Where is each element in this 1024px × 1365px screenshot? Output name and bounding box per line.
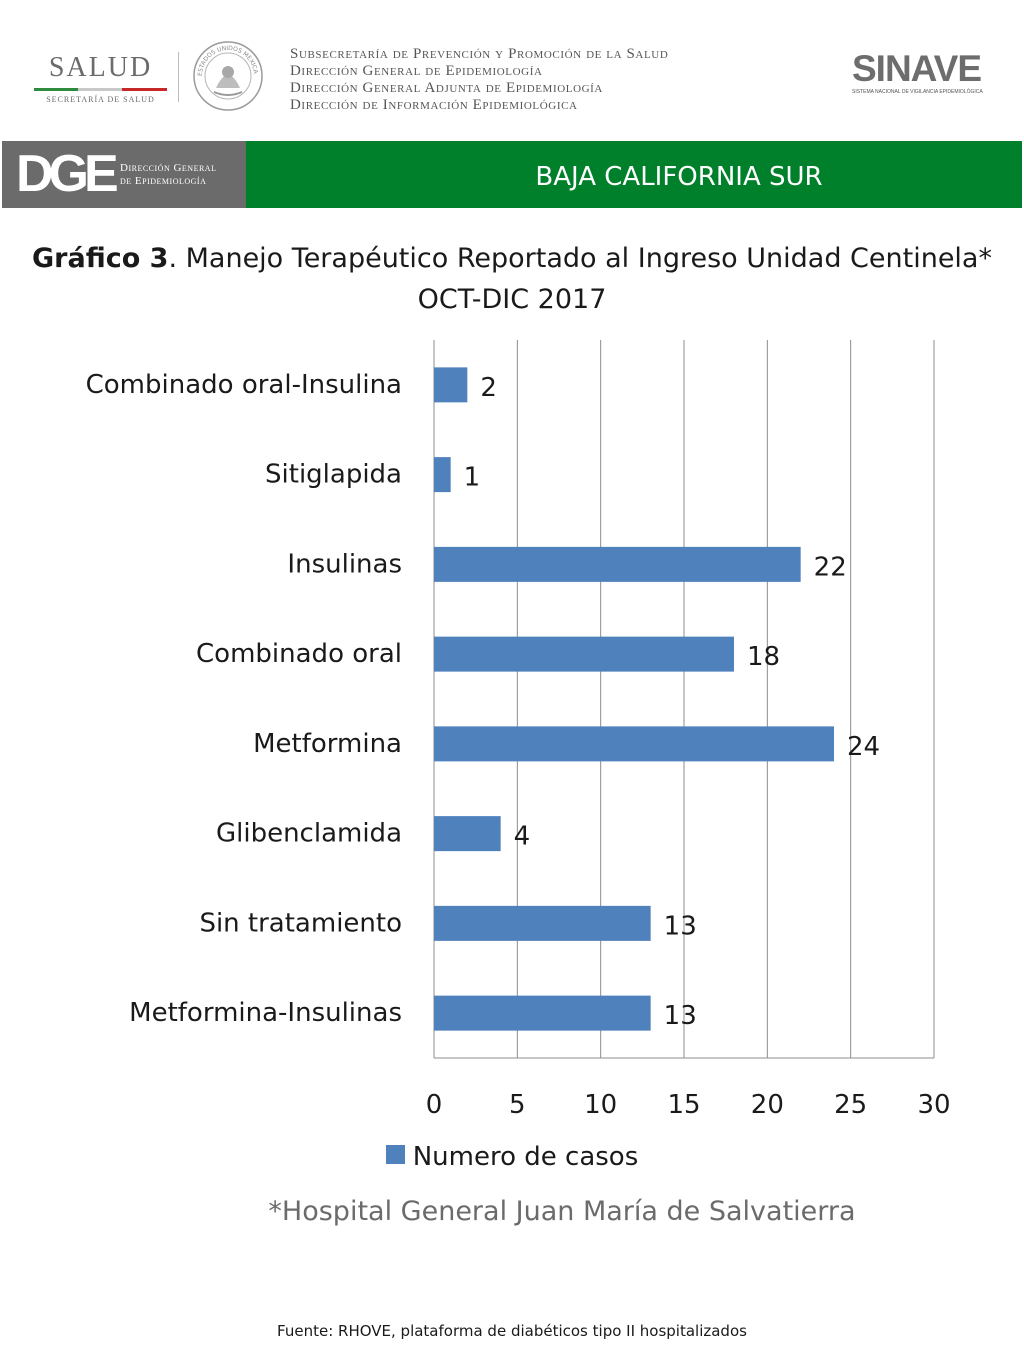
category-label: Combinado oral-Insulina bbox=[86, 370, 402, 400]
data-label: 4 bbox=[514, 822, 531, 852]
dge-logo-text-line: Dirección General bbox=[120, 162, 217, 174]
category-label: Sin tratamiento bbox=[199, 908, 402, 938]
x-tick-label: 10 bbox=[584, 1090, 617, 1120]
state-name-panel: BAJA CALIFORNIA SUR bbox=[246, 141, 1022, 208]
x-tick-label: 5 bbox=[509, 1090, 526, 1120]
bar bbox=[434, 367, 468, 403]
data-label: 1 bbox=[464, 463, 481, 493]
data-label: 13 bbox=[664, 911, 697, 941]
category-label: Metformina-Insulinas bbox=[129, 998, 402, 1028]
legend-swatch bbox=[385, 1145, 405, 1164]
category-label: Combinado oral bbox=[196, 639, 402, 669]
data-label: 22 bbox=[814, 552, 847, 582]
chart-title: Gráfico 3. Manejo Terapéutico Reportado … bbox=[0, 238, 1024, 320]
bar bbox=[434, 546, 801, 582]
chart-title-text: . Manejo Terapéutico Reportado al Ingres… bbox=[168, 243, 992, 315]
department-line: Dirección General Adjunta de Epidemiolog… bbox=[290, 80, 603, 96]
category-label: Glibenclamida bbox=[216, 819, 402, 849]
x-tick-label: 0 bbox=[426, 1090, 443, 1120]
department-line: Subsecretaría de Prevención y Promoción … bbox=[290, 46, 669, 62]
bar bbox=[434, 726, 834, 762]
category-label: Sitiglapida bbox=[265, 460, 402, 490]
department-line: Dirección General de Epidemiología bbox=[290, 63, 543, 79]
state-name: BAJA CALIFORNIA SUR bbox=[535, 162, 823, 192]
bar bbox=[434, 457, 451, 493]
state-banner: DGE Dirección General de Epidemiología B… bbox=[2, 141, 1022, 208]
category-label: Metformina bbox=[253, 729, 402, 759]
bar bbox=[434, 816, 501, 852]
bar bbox=[434, 905, 651, 941]
salud-logo-subtext: SECRETARÍA DE SALUD bbox=[46, 95, 155, 104]
header-divider bbox=[178, 52, 179, 102]
bar bbox=[434, 995, 651, 1031]
data-label: 18 bbox=[747, 642, 780, 672]
data-label: 24 bbox=[847, 732, 880, 762]
page-header: SALUD SECRETARÍA DE SALUD ESTADOS UNIDOS… bbox=[0, 0, 1024, 135]
salud-logo-text: SALUD bbox=[48, 52, 153, 83]
dge-logo-text-line: de Epidemiología bbox=[120, 175, 207, 187]
department-lines: Subsecretaría de Prevención y Promoción … bbox=[290, 46, 668, 114]
salud-logo-stripe bbox=[34, 88, 167, 91]
data-label: 2 bbox=[480, 373, 497, 403]
department-line: Dirección de Información Epidemiológica bbox=[290, 97, 578, 113]
x-tick-label: 20 bbox=[751, 1090, 784, 1120]
dge-logo-text: Dirección General de Epidemiología bbox=[120, 162, 216, 188]
x-tick-label: 30 bbox=[917, 1090, 950, 1120]
sinave-logo-text: SINAVE bbox=[852, 48, 982, 89]
sinave-logo: SINAVE SISTEMA NACIONAL DE VIGILANCIA EP… bbox=[852, 48, 992, 96]
dge-logo-mark: DGE bbox=[16, 145, 119, 203]
legend-label: Numero de casos bbox=[412, 1142, 639, 1172]
dge-logo-panel: DGE Dirección General de Epidemiología bbox=[2, 141, 246, 208]
source-note: Fuente: RHOVE, plataforma de diabéticos … bbox=[277, 1322, 747, 1340]
sinave-logo-subtext: SISTEMA NACIONAL DE VIGILANCIA EPIDEMIOL… bbox=[852, 89, 983, 95]
x-tick-label: 25 bbox=[834, 1090, 867, 1120]
salud-logo: SALUD SECRETARÍA DE SALUD bbox=[28, 52, 173, 104]
chart-footnote: *Hospital General Juan María de Salvatie… bbox=[268, 1196, 856, 1227]
chart-title-number: Gráfico 3 bbox=[32, 243, 169, 274]
data-label: 13 bbox=[664, 1001, 697, 1031]
bar bbox=[434, 636, 734, 672]
category-label: Insulinas bbox=[287, 549, 402, 579]
x-tick-label: 15 bbox=[667, 1090, 700, 1120]
chart-legend: Numero de casos bbox=[0, 1142, 1024, 1172]
mexican-seal-icon: ESTADOS UNIDOS MEXICANOS bbox=[192, 40, 263, 111]
